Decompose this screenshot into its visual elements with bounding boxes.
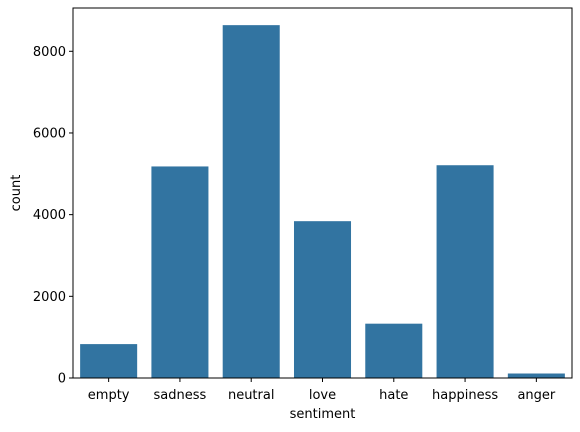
y-tick-label: 4000 bbox=[33, 208, 66, 223]
x-tick-label-anger: anger bbox=[517, 388, 555, 403]
y-axis-label: count bbox=[9, 175, 24, 212]
x-axis-label: sentiment bbox=[290, 407, 356, 422]
x-axis-ticks: empty sadness neutral love hate happiness ange… bbox=[88, 378, 556, 403]
x-tick-label-happiness: happiness bbox=[432, 388, 498, 403]
x-tick-label-sadness: sadness bbox=[154, 388, 207, 403]
y-tick-label: 6000 bbox=[33, 126, 66, 141]
x-tick-label-hate: hate bbox=[379, 388, 408, 403]
bars-group bbox=[80, 25, 565, 379]
bar-anger bbox=[507, 373, 565, 378]
bar-love bbox=[293, 221, 352, 378]
x-tick-label-neutral: neutral bbox=[228, 388, 275, 403]
y-tick-label: 2000 bbox=[33, 290, 66, 305]
x-tick-label-love: love bbox=[309, 388, 336, 403]
bar-neutral bbox=[222, 25, 280, 379]
y-tick-label: 0 bbox=[58, 372, 66, 387]
bar-happiness bbox=[436, 165, 494, 378]
y-axis-ticks: 0 2000 4000 6000 8000 bbox=[33, 45, 73, 387]
bar-sadness bbox=[151, 166, 209, 378]
bar-empty bbox=[80, 344, 138, 378]
y-tick-label: 8000 bbox=[33, 45, 66, 60]
x-tick-label-empty: empty bbox=[88, 388, 130, 403]
bar-hate bbox=[365, 323, 423, 378]
